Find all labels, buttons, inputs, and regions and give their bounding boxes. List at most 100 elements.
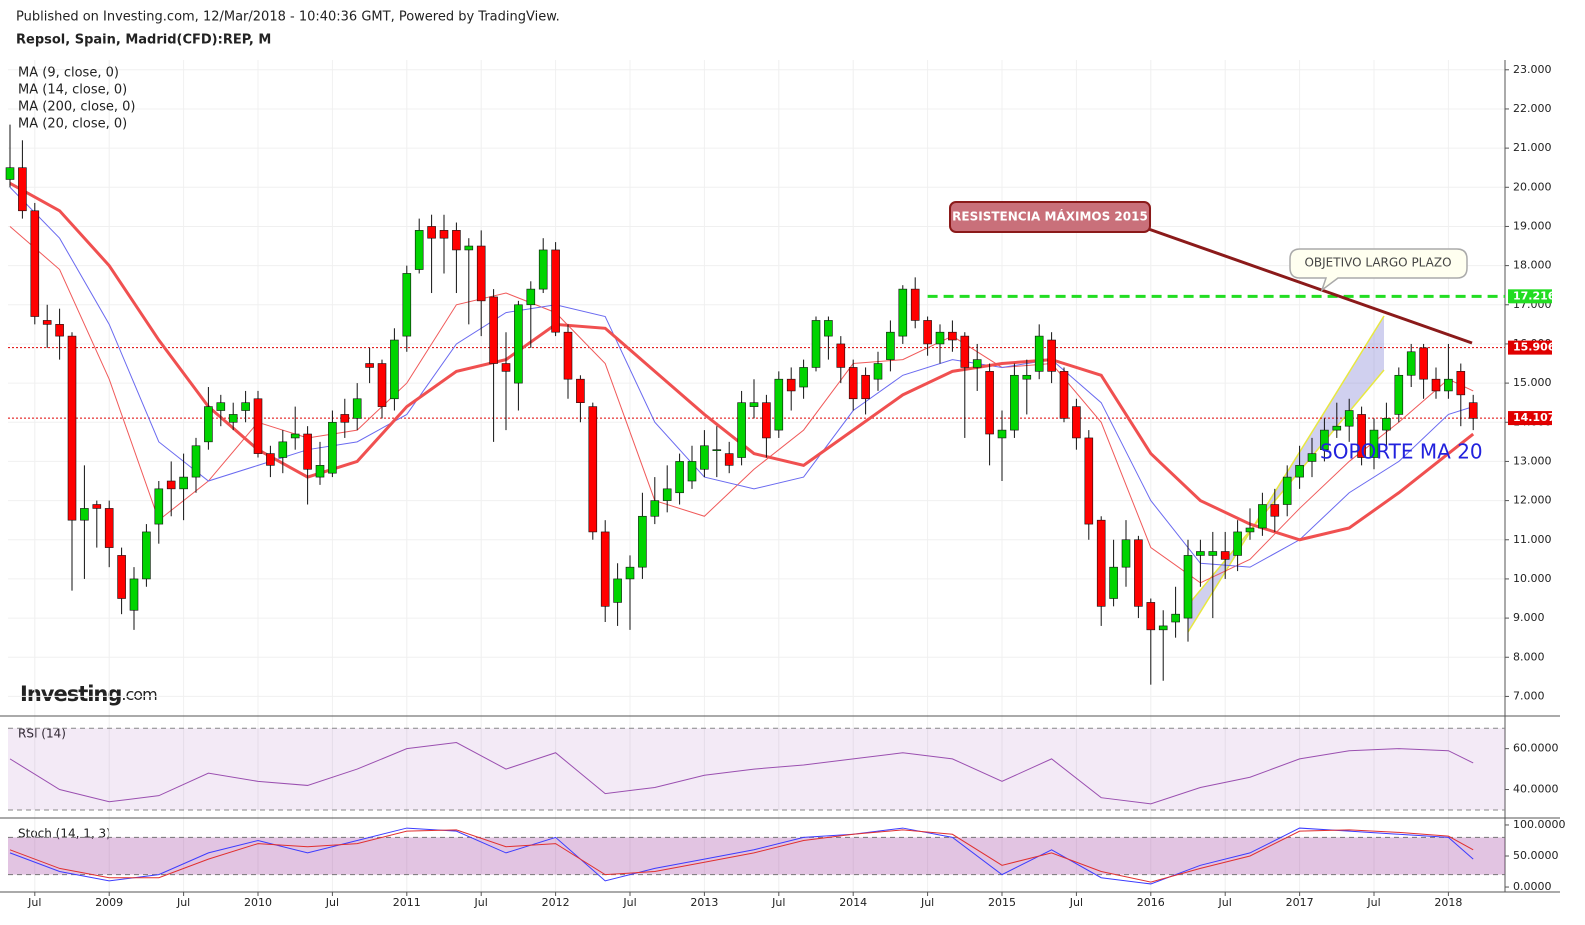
candle-body: [1456, 371, 1466, 396]
candle-body: [1196, 551, 1205, 556]
y-tick-label: 15.000: [1513, 376, 1552, 389]
x-tick-label: 2014: [839, 896, 867, 909]
x-tick-label: Jul: [1069, 896, 1083, 909]
candle-body: [848, 367, 858, 400]
candle-body: [402, 273, 412, 337]
x-tick-label: 2010: [244, 896, 272, 909]
y-tick-label: 23.000: [1513, 63, 1552, 76]
candle-body: [1072, 406, 1081, 439]
candle-body: [55, 324, 64, 337]
candle-body: [1096, 519, 1106, 607]
candle-body: [129, 578, 139, 611]
candle-body: [352, 398, 362, 419]
y-tick-label: 21.000: [1513, 141, 1552, 154]
candle-body: [501, 363, 511, 372]
ma-line: [9, 186, 1474, 568]
candle-body: [687, 461, 697, 482]
rsi-tick-label: 60.0000: [1513, 742, 1559, 755]
candle-body: [1121, 539, 1131, 568]
candle-body: [266, 453, 275, 466]
candle-body: [737, 402, 746, 458]
candle-body: [650, 500, 660, 517]
candle-body: [898, 288, 908, 337]
candle-body: [675, 461, 684, 494]
candle-body: [1183, 555, 1193, 619]
y-tick-label: 22.000: [1513, 102, 1552, 115]
candle-body: [228, 414, 238, 423]
candle-body: [774, 378, 784, 431]
candle-body: [154, 488, 164, 525]
candle-body: [464, 245, 474, 251]
candle-body: [811, 320, 821, 368]
stoch-label: Stoch (14, 1, 3): [18, 827, 111, 841]
candle-body: [340, 414, 350, 423]
candle-body: [700, 445, 709, 470]
candle-body: [204, 406, 213, 443]
candle-body: [1171, 613, 1180, 623]
candle-body: [1382, 418, 1391, 431]
candle-body: [1233, 531, 1242, 556]
candle-body: [1084, 437, 1094, 525]
price-label-bg: [1508, 289, 1552, 304]
legend-entry: MA (20, close, 0): [18, 117, 127, 132]
candle-body: [5, 167, 15, 180]
resistance-box: [949, 201, 1151, 233]
candle-body: [1258, 504, 1267, 529]
y-tick-label: 18.000: [1513, 259, 1552, 272]
candle-body: [1419, 347, 1428, 380]
candle-body: [1431, 378, 1441, 392]
candle-body: [42, 320, 52, 325]
x-tick-label: 2012: [542, 896, 570, 909]
price-label: 14.107: [1513, 411, 1555, 424]
support-label: SOPORTE MA 20: [1320, 440, 1483, 464]
x-tick-label: Jul: [474, 896, 488, 909]
candle-body: [923, 320, 932, 345]
candle-body: [935, 331, 945, 345]
x-tick-label: 2013: [690, 896, 718, 909]
candle-body: [1332, 425, 1342, 431]
candle-body: [1245, 527, 1255, 533]
x-tick-label: Jul: [771, 896, 785, 909]
x-tick-label: 2011: [393, 896, 421, 909]
y-tick-label: 7.000: [1513, 689, 1545, 702]
candle-body: [712, 449, 722, 451]
stoch-tick-label: 0.0000: [1513, 880, 1552, 893]
candle-body: [166, 480, 176, 490]
target-bubble: [1289, 248, 1468, 293]
candle-body: [92, 504, 102, 509]
y-tick-label: 9.000: [1513, 611, 1545, 624]
candle-body: [948, 331, 957, 341]
candle-body: [365, 363, 374, 368]
candle-body: [786, 378, 796, 392]
candle-body: [997, 429, 1007, 439]
candle-body: [1282, 476, 1292, 505]
candle-body: [1270, 504, 1280, 517]
candle-body: [1220, 551, 1230, 560]
x-tick-label: Jul: [176, 896, 190, 909]
legend-entry: MA (14, close, 0): [18, 83, 127, 98]
rsi-tick-label: 40.0000: [1513, 783, 1559, 796]
candle-body: [67, 335, 77, 521]
y-tick-label: 19.000: [1513, 219, 1552, 232]
candle-body: [1369, 429, 1379, 458]
candle-body: [799, 367, 808, 388]
candle-body: [762, 402, 771, 439]
candle-body: [1059, 371, 1069, 419]
stoch-tick-label: 100.0000: [1513, 818, 1566, 831]
candle-body: [30, 210, 40, 317]
candle-body: [1320, 429, 1329, 450]
candle-body: [514, 304, 523, 384]
stoch-band: [8, 837, 1505, 875]
candle-body: [638, 515, 647, 568]
candle-body: [179, 476, 188, 490]
candle-body: [972, 359, 982, 368]
candle-body: [315, 465, 325, 478]
candle-body: [1047, 339, 1056, 372]
x-tick-label: Jul: [622, 896, 636, 909]
candle-body: [662, 488, 672, 501]
x-tick-label: 2015: [988, 896, 1016, 909]
candle-body: [290, 433, 300, 439]
candle-body: [824, 320, 833, 337]
chart-title: Repsol, Spain, Madrid(CFD):REP, M: [16, 33, 271, 48]
